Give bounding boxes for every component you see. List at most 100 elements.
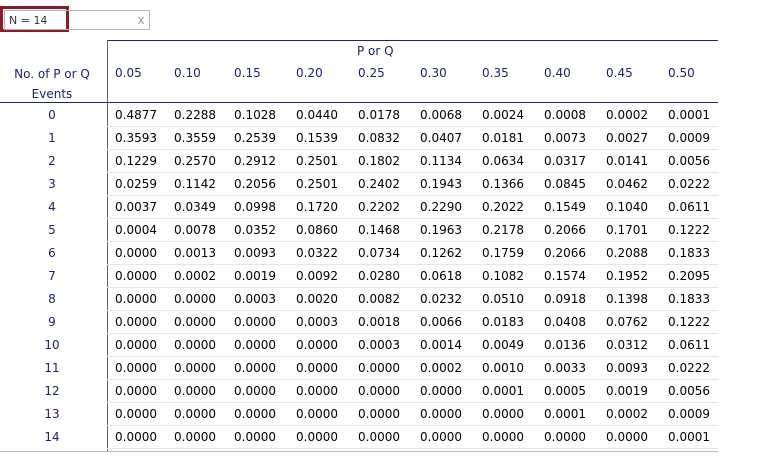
row-divider (107, 379, 718, 380)
table-cell: 0.0000 (296, 338, 338, 352)
n-value-input[interactable] (4, 10, 150, 30)
table-cell: 0.1134 (420, 154, 462, 168)
table-cell: 0.0000 (358, 430, 400, 444)
table-cell: 0.0918 (544, 292, 586, 306)
row-label: 7 (48, 269, 56, 283)
row-label: 9 (48, 315, 56, 329)
table-cell: 0.0024 (482, 108, 524, 122)
table-cell: 0.0998 (234, 200, 276, 214)
table-cell: 0.1468 (358, 223, 400, 237)
row-divider (107, 448, 718, 449)
table-cell: 0.0000 (115, 384, 157, 398)
table-cell: 0.0322 (296, 246, 338, 260)
table-top-rule (107, 40, 718, 41)
table-cell: 0.0001 (668, 108, 710, 122)
table-row: 8 0.0000 0.0000 0.0003 0.0020 0.0082 0.0232 0.0… (0, 288, 718, 311)
table-cell: 0.2501 (296, 177, 338, 191)
table-cell: 0.0018 (358, 315, 400, 329)
table-cell: 0.0000 (358, 384, 400, 398)
table-cell: 0.2178 (482, 223, 524, 237)
column-header: 0.10 (174, 66, 201, 80)
column-header: 0.40 (544, 66, 571, 80)
table-cell: 0.0611 (668, 338, 710, 352)
table-row: 0 0.4877 0.2288 0.1028 0.0440 0.0178 0.0068 0.0… (0, 104, 718, 127)
row-label: 13 (44, 407, 60, 421)
table-cell: 0.0019 (606, 384, 648, 398)
table-cell: 0.1040 (606, 200, 648, 214)
column-header: 0.50 (668, 66, 695, 80)
table-cell: 0.1943 (420, 177, 462, 191)
table-cell: 0.0000 (115, 407, 157, 421)
table-cell: 0.0000 (606, 430, 648, 444)
table-cell: 0.0734 (358, 246, 400, 260)
table-cell: 0.0004 (115, 223, 157, 237)
table-cell: 0.0000 (174, 430, 216, 444)
table-cell: 0.3593 (115, 131, 157, 145)
table-cell: 0.0013 (174, 246, 216, 260)
table-cell: 0.0009 (668, 131, 710, 145)
row-divider (107, 241, 718, 242)
row-label: 2 (48, 154, 56, 168)
table-row: 14 0.0000 0.0000 0.0000 0.0000 0.0000 0.0000 0.… (0, 426, 718, 449)
events-column-header: No. of P or Q Events (14, 67, 90, 101)
table-cell: 0.1549 (544, 200, 586, 214)
table-cell: 0.0000 (115, 269, 157, 283)
row-label: 6 (48, 246, 56, 260)
table-cell: 0.2912 (234, 154, 276, 168)
row-label: 5 (48, 223, 56, 237)
table-cell: 0.0000 (234, 384, 276, 398)
table-cell: 0.0093 (606, 361, 648, 375)
table-cell: 0.0312 (606, 338, 648, 352)
table-cell: 0.1398 (606, 292, 648, 306)
table-cell: 0.0000 (482, 430, 524, 444)
table-cell: 0.1028 (234, 108, 276, 122)
table-cell: 0.0008 (544, 108, 586, 122)
table-cell: 0.2088 (606, 246, 648, 260)
table-cell: 0.0049 (482, 338, 524, 352)
p-or-q-header: P or Q (357, 44, 394, 58)
table-row: 11 0.0000 0.0000 0.0000 0.0000 0.0000 0.0002 0.… (0, 357, 718, 380)
table-cell: 0.0073 (544, 131, 586, 145)
row-label: 0 (48, 108, 56, 122)
table-cell: 0.0183 (482, 315, 524, 329)
table-cell: 0.0618 (420, 269, 462, 283)
row-divider (107, 264, 718, 265)
table-cell: 0.0181 (482, 131, 524, 145)
table-row: 13 0.0000 0.0000 0.0000 0.0000 0.0000 0.0000 0.… (0, 403, 718, 426)
table-cell: 0.0000 (420, 430, 462, 444)
table-cell: 0.0280 (358, 269, 400, 283)
table-cell: 0.0056 (668, 154, 710, 168)
table-cell: 0.0003 (296, 315, 338, 329)
table-cell: 0.2501 (296, 154, 338, 168)
row-label: 12 (44, 384, 60, 398)
table-cell: 0.1701 (606, 223, 648, 237)
table-cell: 0.0056 (668, 384, 710, 398)
row-divider (107, 310, 718, 311)
table-cell: 0.0845 (544, 177, 586, 191)
table-cell: 0.0001 (482, 384, 524, 398)
table-cell: 0.0068 (420, 108, 462, 122)
row-divider (107, 333, 718, 334)
table-cell: 0.0000 (296, 384, 338, 398)
table-cell: 0.0019 (234, 269, 276, 283)
table-cell: 0.4877 (115, 108, 157, 122)
column-header: 0.30 (420, 66, 447, 80)
table-cell: 0.0232 (420, 292, 462, 306)
table-cell: 0.0000 (358, 407, 400, 421)
table-bottom-rule (0, 451, 718, 452)
table-cell: 0.0003 (358, 338, 400, 352)
table-cell: 0.0349 (174, 200, 216, 214)
table-cell: 0.2095 (668, 269, 710, 283)
table-cell: 0.1262 (420, 246, 462, 260)
table-cell: 0.0000 (115, 315, 157, 329)
table-cell: 0.0000 (115, 246, 157, 260)
table-cell: 0.0440 (296, 108, 338, 122)
row-label: 3 (48, 177, 56, 191)
table-cell: 0.0014 (420, 338, 462, 352)
table-cell: 0.0000 (174, 338, 216, 352)
table-cell: 0.0092 (296, 269, 338, 283)
clear-input-button[interactable]: x (137, 13, 145, 27)
row-divider (107, 356, 718, 357)
table-cell: 0.1963 (420, 223, 462, 237)
table-row: 10 0.0000 0.0000 0.0000 0.0000 0.0003 0.0014 0.… (0, 334, 718, 357)
